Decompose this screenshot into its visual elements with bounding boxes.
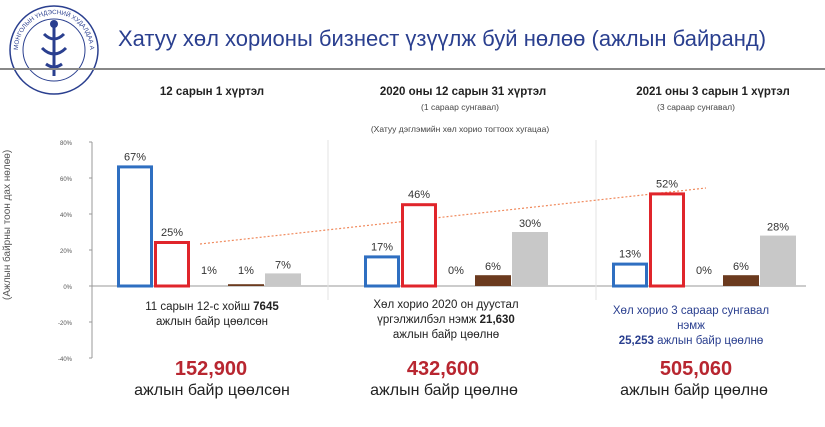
trend-line [199,187,707,245]
bar-label-g1-4: 1% [238,265,254,277]
bar-label-g2-4: 6% [485,261,501,273]
bar-label-g1-2: 25% [161,227,183,239]
note-2: Хөл хорио 2020 он дуустал үргэлжилбэл нэ… [359,298,534,343]
bar-g3-4 [723,275,759,286]
note-3: Хөл хорио 3 сараар сунгавал нэмж 25,253 … [599,304,784,349]
bar-label-g3-1: 13% [619,249,641,261]
bar-g3-5 [760,235,796,286]
y-tick-label: 40% [60,213,73,219]
bar-label-g1-5: 7% [275,259,291,271]
bar-g1-2 [154,241,190,288]
total-caption-3: ажлын байр цөөлнө [620,382,768,399]
organization-seal-logo: МОНГОЛЫН ҮНДЭСНИЙ ХУДАЛДАА АЖ ҮЙЛДВЭРИЙН… [8,4,99,95]
y-tick-label: -20% [58,321,73,327]
note-1-line1: 11 сарын 12-с хойш [145,301,250,313]
note-2-line1: Хөл хорио 2020 он дуустал үргэлжилбэл нэ… [373,299,519,326]
y-tick-label: -40% [58,357,73,363]
chart-annotation: (Хатуу дэглэмийн хөл хорио тогтоох хугац… [370,124,550,134]
bar-g1-1 [117,165,153,288]
bar-g2-4 [475,275,511,286]
y-tick-label: 0% [63,285,72,291]
total-caption-1: ажлын байр цөөлсөн [134,382,290,399]
bar-label-g3-3: 0% [696,265,712,277]
bar-g1-4 [228,284,264,286]
bar-g2-5 [512,232,548,286]
bar-label-g3-5: 28% [767,222,789,234]
bar-g3-1 [612,262,648,288]
bar-label-g2-1: 17% [371,241,393,253]
note-3-number: 25,253 [618,335,654,347]
bar-g1-5 [265,273,301,286]
note-1-line2: ажлын байр цөөлсөн [156,316,268,328]
total-value-3: 505,060 [659,358,733,380]
phase-title-1: 12 сарын 1 хүртэл [159,86,265,98]
bar-label-g2-2: 46% [408,189,430,201]
bar-label-g3-4: 6% [733,261,749,273]
bar-label-g1-3: 1% [201,265,217,277]
note-1-number: 7645 [253,301,279,313]
header-divider [0,68,825,70]
bar-label-g3-2: 52% [656,178,678,190]
bar-g2-2 [401,203,437,288]
y-tick-label: 20% [60,249,73,255]
bar-g2-1 [364,255,400,288]
note-3-line2: ажлын байр цөөлнө [657,335,764,347]
total-caption-2: ажлын байр цөөлнө [370,382,518,399]
bar-label-g2-5: 30% [519,218,541,230]
phase-subtitle-3: (3 сараар сунгавал) [657,102,735,112]
total-value-2: 432,600 [406,358,480,380]
phase-title-2: 2020 оны 12 сарын 31 хүртэл [379,86,547,98]
page-title: Хатуу хөл хорионы бизнест үзүүлж буй нөл… [118,26,767,51]
bar-g3-2 [649,192,685,288]
bar-label-g2-3: 0% [448,265,464,277]
y-tick-label: 60% [60,177,73,183]
note-1: 11 сарын 12-с хойш 7645 ажлын байр цөөлс… [112,300,312,330]
note-2-line2: ажлын байр цөөлнө [392,329,500,341]
bar-label-g1-1: 67% [124,151,146,163]
note-2-number: 21,630 [479,314,515,326]
y-tick-label: 80% [60,141,73,147]
phase-subtitle-2: (1 сараар сунгавал) [421,102,499,112]
note-3-line1: Хөл хорио 3 сараар сунгавал нэмж [612,305,770,332]
total-value-1: 152,900 [174,358,248,380]
phase-title-3: 2021 оны 3 сарын 1 хүртэл [636,86,790,98]
